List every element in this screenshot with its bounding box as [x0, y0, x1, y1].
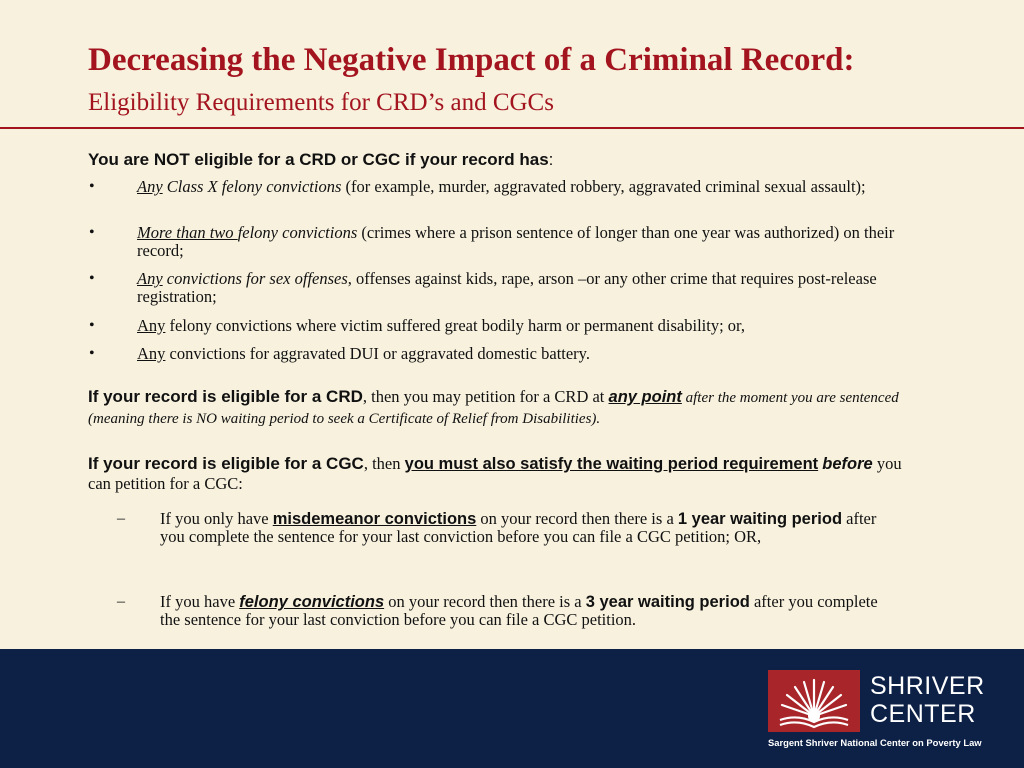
segment: misdemeanor convictions	[272, 510, 477, 528]
slide-title: Decreasing the Negative Impact of a Crim…	[88, 42, 855, 78]
segment: More than two	[137, 223, 238, 242]
segment: If you only have	[160, 509, 273, 528]
segment: Any	[137, 344, 166, 363]
segment: If you have	[160, 592, 240, 611]
heading-text: You are NOT eligible for a CRD or CGC if…	[88, 150, 549, 169]
segment: after you complete the sentence for your…	[160, 509, 877, 546]
logo-name-line2: CENTER	[870, 700, 976, 728]
logo-tagline: Sargent Shriver National Center on Pover…	[768, 737, 982, 748]
list-item: Any felony convictions where victim suff…	[137, 317, 927, 335]
segment: any point	[608, 388, 682, 406]
dash-icon: –	[117, 593, 125, 610]
segment: , then	[363, 454, 405, 473]
segment: you can petition for a CGC:	[88, 454, 902, 493]
segment: Any	[137, 316, 166, 335]
segment: convictions for aggravated DUI or aggrav…	[165, 344, 590, 363]
cgc-paragraph: If your record is eligible for a CGC, th…	[88, 454, 928, 494]
segment: Any	[137, 177, 163, 196]
list-item: Any convictions for aggravated DUI or ag…	[137, 345, 927, 363]
bullet-icon: •	[89, 317, 95, 334]
shriver-center-logo: SHRIVER CENTER Sargent Shriver National …	[768, 670, 994, 750]
segment: Class X felony convictions	[162, 177, 342, 196]
logo-name: SHRIVER CENTER	[870, 672, 985, 728]
dash-icon: –	[117, 510, 125, 527]
segment: convictions for sex offenses	[162, 269, 348, 288]
segment: on your record then there is a	[384, 592, 586, 611]
crd-lead: If your record is eligible for a CRD	[88, 387, 363, 406]
segment: 1 year waiting period	[677, 510, 843, 528]
segment: 3 year waiting period	[585, 593, 750, 611]
segment: felony convictions	[237, 223, 358, 242]
segment: , offenses against kids, rape, arson –or…	[137, 269, 877, 306]
segment: felony convictions where victim suffered…	[165, 316, 746, 335]
cgc-sub-item: If you only have misdemeanor convictions…	[160, 510, 900, 546]
segment: Any	[137, 269, 163, 288]
sunburst-book-icon	[779, 678, 849, 729]
segment: after the moment you are sentenced (mean…	[88, 390, 899, 427]
segment: you must also satisfy the waiting period…	[404, 455, 819, 473]
cgc-sub-item: If you have felony convictions on your r…	[160, 593, 900, 629]
segment: before	[822, 455, 873, 473]
bullet-icon: •	[89, 270, 95, 287]
slide-subtitle: Eligibility Requirements for CRD’s and C…	[88, 89, 554, 116]
segment: , then you may petition for a CRD at	[362, 387, 609, 406]
heading-colon: :	[548, 150, 554, 169]
logo-name-line1: SHRIVER	[870, 672, 985, 700]
segment: felony convictions	[239, 593, 385, 611]
segment: (crimes where a prison sentence of longe…	[137, 223, 895, 260]
segment: on your record then there is a	[476, 509, 678, 528]
title-divider	[0, 127, 1024, 129]
not-eligible-heading: You are NOT eligible for a CRD or CGC if…	[88, 149, 553, 171]
cgc-lead: If your record is eligible for a CGC	[88, 454, 364, 473]
bullet-icon: •	[89, 345, 95, 362]
bullet-icon: •	[89, 224, 95, 241]
crd-paragraph: If your record is eligible for a CRD, th…	[88, 387, 928, 429]
list-item: More than two felony convictions (crimes…	[137, 224, 927, 260]
logo-box	[768, 670, 860, 732]
bullet-icon: •	[89, 178, 95, 195]
list-item: Any Class X felony convictions (for exam…	[137, 178, 927, 196]
list-item: Any convictions for sex offenses, offens…	[137, 270, 927, 306]
segment: (for example, murder, aggravated robbery…	[341, 177, 866, 196]
segment: after you complete the sentence for your…	[160, 592, 878, 629]
